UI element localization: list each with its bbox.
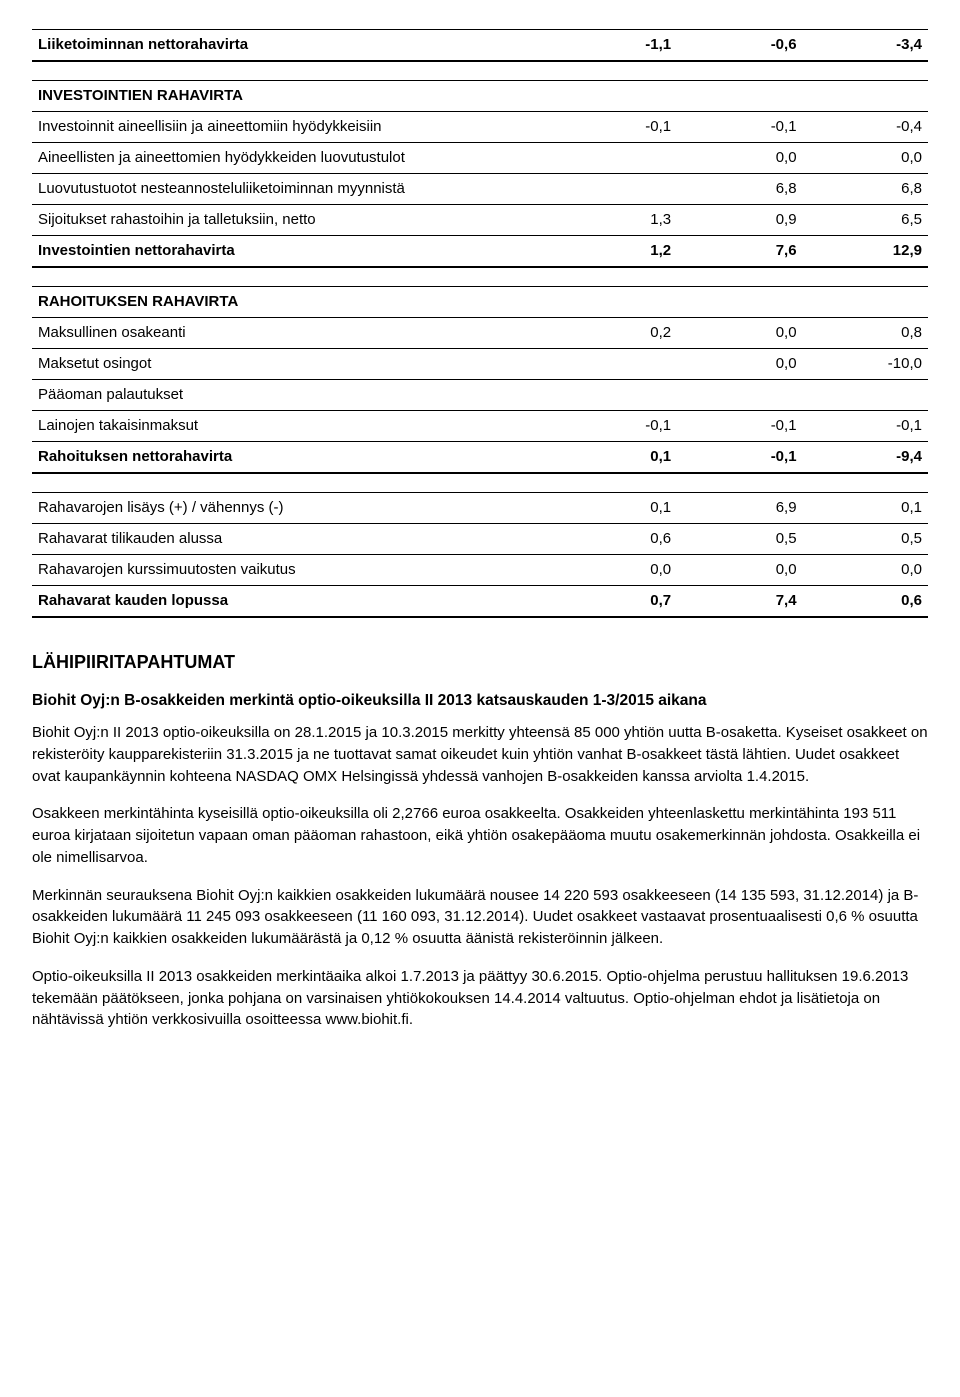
table-row: Liiketoiminnan nettorahavirta-1,1-0,6-3,…: [32, 30, 928, 60]
cell-label: Maksetut osingot: [32, 349, 552, 379]
cell-num: [552, 143, 677, 173]
cell-label: Rahoituksen nettorahavirta: [32, 442, 552, 472]
cell-num: 12,9: [803, 236, 928, 266]
section-heading: INVESTOINTIEN RAHAVIRTA: [32, 81, 552, 111]
cell-num: 6,9: [677, 493, 802, 523]
cell-label: Rahavarojen kurssimuutosten vaikutus: [32, 555, 552, 585]
cell-label: Sijoitukset rahastoihin ja talletuksiin,…: [32, 205, 552, 235]
paragraph: Biohit Oyj:n II 2013 optio-oikeuksilla o…: [32, 722, 928, 787]
cell-label: Maksullinen osakeanti: [32, 318, 552, 348]
cell-num: 0,0: [803, 555, 928, 585]
cell-label: Investoinnit aineellisiin ja aineettomii…: [32, 112, 552, 142]
cell-num: 0,0: [677, 143, 802, 173]
cell-label: Liiketoiminnan nettorahavirta: [32, 30, 552, 60]
cell-num: -9,4: [803, 442, 928, 472]
cell-num: -0,1: [552, 411, 677, 441]
table-row: Investoinnit aineellisiin ja aineettomii…: [32, 112, 928, 142]
cell-num: 0,8: [803, 318, 928, 348]
cell-num: -10,0: [803, 349, 928, 379]
paragraph: Optio-oikeuksilla II 2013 osakkeiden mer…: [32, 966, 928, 1031]
cell-num: -1,1: [552, 30, 677, 60]
cell-label: Rahavarat kauden lopussa: [32, 586, 552, 616]
table-row: Rahoituksen nettorahavirta0,1-0,1-9,4: [32, 442, 928, 472]
cell-num: 7,6: [677, 236, 802, 266]
lahipiiri-subheading: Biohit Oyj:n B-osakkeiden merkintä optio…: [32, 691, 928, 712]
paragraph: Osakkeen merkintähinta kyseisillä optio-…: [32, 803, 928, 868]
cell-num: 0,0: [552, 555, 677, 585]
table-row: INVESTOINTIEN RAHAVIRTA: [32, 81, 928, 111]
cell-label: Lainojen takaisinmaksut: [32, 411, 552, 441]
table-row: Maksullinen osakeanti0,20,00,8: [32, 318, 928, 348]
cell-num: 0,9: [677, 205, 802, 235]
cell-num: 0,0: [677, 555, 802, 585]
cell-num: -0,1: [552, 112, 677, 142]
cell-num: -0,6: [677, 30, 802, 60]
table-row: Rahavarojen kurssimuutosten vaikutus0,00…: [32, 555, 928, 585]
cell-num: 7,4: [677, 586, 802, 616]
cell-label: Investointien nettorahavirta: [32, 236, 552, 266]
table-row: Investointien nettorahavirta1,27,612,9: [32, 236, 928, 266]
paragraph: Merkinnän seurauksena Biohit Oyj:n kaikk…: [32, 885, 928, 950]
cell-num: 6,8: [803, 174, 928, 204]
table-row: Lainojen takaisinmaksut-0,1-0,1-0,1: [32, 411, 928, 441]
table-row: Sijoitukset rahastoihin ja talletuksiin,…: [32, 205, 928, 235]
cell-num: 0,0: [677, 349, 802, 379]
cell-num: 0,1: [552, 442, 677, 472]
cell-label: Aineellisten ja aineettomien hyödykkeide…: [32, 143, 552, 173]
cell-num: -0,1: [677, 411, 802, 441]
cell-num: 0,0: [677, 318, 802, 348]
section-heading: RAHOITUKSEN RAHAVIRTA: [32, 287, 552, 317]
cell-num: -0,4: [803, 112, 928, 142]
cell-num: 0,5: [803, 524, 928, 554]
cell-num: 1,3: [552, 205, 677, 235]
cell-num: 0,6: [803, 586, 928, 616]
cashflow-table: Liiketoiminnan nettorahavirta-1,1-0,6-3,…: [32, 28, 928, 618]
table-row: RAHOITUKSEN RAHAVIRTA: [32, 287, 928, 317]
cell-num: 0,1: [803, 493, 928, 523]
lahipiiri-heading: LÄHIPIIRITAPAHTUMAT: [32, 650, 928, 675]
table-row: Aineellisten ja aineettomien hyödykkeide…: [32, 143, 928, 173]
cell-num: 6,8: [677, 174, 802, 204]
cell-label: Rahavarat tilikauden alussa: [32, 524, 552, 554]
table-row: Rahavarat kauden lopussa0,77,40,6: [32, 586, 928, 616]
cell-num: [552, 174, 677, 204]
cell-num: -3,4: [803, 30, 928, 60]
cell-num: 0,6: [552, 524, 677, 554]
cell-num: [552, 349, 677, 379]
table-row: Luovutustuotot nesteannosteluliiketoimin…: [32, 174, 928, 204]
cell-label: Pääoman palautukset: [32, 380, 552, 410]
table-row: Pääoman palautukset: [32, 380, 928, 410]
table-row: Rahavarojen lisäys (+) / vähennys (-)0,1…: [32, 493, 928, 523]
cell-num: 6,5: [803, 205, 928, 235]
cell-label: Rahavarojen lisäys (+) / vähennys (-): [32, 493, 552, 523]
cell-num: 0,7: [552, 586, 677, 616]
table-row: Maksetut osingot 0,0-10,0: [32, 349, 928, 379]
cell-num: 0,5: [677, 524, 802, 554]
cell-num: -0,1: [803, 411, 928, 441]
cell-num: 0,2: [552, 318, 677, 348]
cell-label: Luovutustuotot nesteannosteluliiketoimin…: [32, 174, 552, 204]
cell-num: 0,0: [803, 143, 928, 173]
cell-num: 1,2: [552, 236, 677, 266]
cell-num: -0,1: [677, 112, 802, 142]
cell-num: -0,1: [677, 442, 802, 472]
table-row: Rahavarat tilikauden alussa0,60,50,5: [32, 524, 928, 554]
cell-num: 0,1: [552, 493, 677, 523]
